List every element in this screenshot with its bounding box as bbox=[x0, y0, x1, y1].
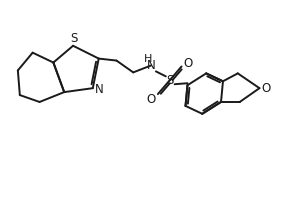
Text: O: O bbox=[262, 82, 271, 95]
Text: H: H bbox=[144, 54, 152, 64]
Text: S: S bbox=[70, 32, 78, 45]
Text: S: S bbox=[166, 74, 173, 87]
Text: N: N bbox=[147, 59, 155, 72]
Text: O: O bbox=[184, 57, 193, 70]
Text: O: O bbox=[146, 93, 156, 106]
Text: N: N bbox=[95, 83, 104, 96]
